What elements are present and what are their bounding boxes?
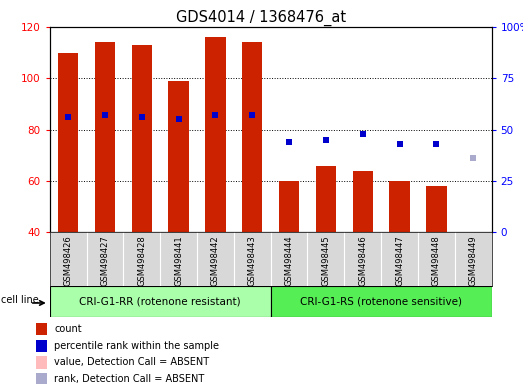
Point [322,137,330,143]
Bar [36,356,48,369]
Bar [316,166,336,232]
Point [174,116,183,122]
Point [64,114,72,120]
Text: GSM498426: GSM498426 [64,235,73,286]
Bar [132,45,152,232]
Text: CRI-G1-RS (rotenone sensitive): CRI-G1-RS (rotenone sensitive) [300,296,462,306]
Bar [390,181,410,232]
Text: GSM498445: GSM498445 [322,235,331,286]
Bar [271,286,492,317]
Text: GSM498448: GSM498448 [432,235,441,286]
Point [248,112,256,118]
Text: CRI-G1-RR (rotenone resistant): CRI-G1-RR (rotenone resistant) [79,296,241,306]
Bar [426,186,447,232]
Point [395,141,404,147]
Bar [206,37,225,232]
Bar [36,340,48,352]
Point [469,155,477,161]
Bar [50,286,271,317]
Point [359,131,367,137]
Point [285,139,293,145]
Bar [168,81,189,232]
Text: GSM498446: GSM498446 [358,235,367,286]
Text: GSM498447: GSM498447 [395,235,404,286]
Text: GSM498442: GSM498442 [211,235,220,286]
Point [432,141,440,147]
Bar [36,323,48,335]
Bar [242,42,263,232]
Bar [58,53,78,232]
Bar [279,181,299,232]
Bar [95,42,115,232]
Point [211,112,220,118]
Text: count: count [54,324,82,334]
Text: percentile rank within the sample: percentile rank within the sample [54,341,219,351]
Text: GDS4014 / 1368476_at: GDS4014 / 1368476_at [176,10,347,26]
Text: rank, Detection Call = ABSENT: rank, Detection Call = ABSENT [54,374,204,384]
Text: GSM498427: GSM498427 [100,235,109,286]
Text: GSM498428: GSM498428 [137,235,146,286]
Text: value, Detection Call = ABSENT: value, Detection Call = ABSENT [54,358,210,367]
Text: GSM498449: GSM498449 [469,235,477,286]
Bar [36,373,48,384]
Text: GSM498441: GSM498441 [174,235,183,286]
Point [101,112,109,118]
Text: GSM498444: GSM498444 [285,235,293,286]
Text: cell line: cell line [1,295,39,305]
Text: GSM498443: GSM498443 [248,235,257,286]
Bar [353,170,373,232]
Point [138,114,146,120]
